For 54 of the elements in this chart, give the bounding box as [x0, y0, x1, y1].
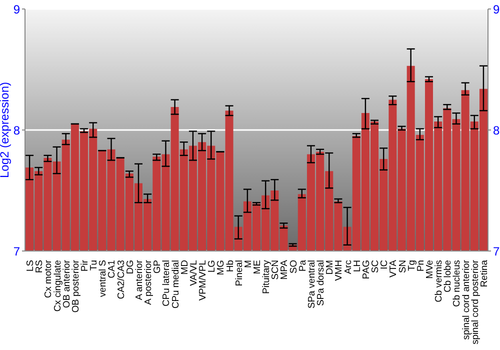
x-tick-label: SN: [396, 260, 408, 274]
x-tick-label: A anterior: [132, 260, 144, 300]
y2-tick-label: 8: [493, 123, 500, 138]
x-tick-label: spinal cord anterior: [460, 260, 471, 340]
x-tick-label: SPa ventral: [305, 260, 316, 308]
y2-tick-label: 7: [493, 244, 500, 258]
x-tick-label: IC: [378, 260, 390, 270]
x-tick-label: MVe: [423, 260, 434, 279]
x-tick-label: Cx cingulate: [51, 260, 62, 312]
x-tick-label: MG: [214, 260, 226, 276]
x-tick-label: LH: [350, 260, 362, 272]
x-tick-label: ME: [251, 260, 262, 274]
x-tick-label: VA/VL: [187, 260, 198, 286]
x-tick-label: SO: [287, 260, 298, 274]
y-tick-label: 8: [13, 123, 20, 138]
x-tick-label: OB posterior: [69, 260, 80, 313]
x-tick-label: SC: [369, 260, 380, 274]
x-tick-label: SPa dorsal: [314, 260, 326, 306]
x-tick-label: LS: [24, 260, 36, 272]
x-tick-label: VMH: [332, 260, 344, 281]
x-tick-label: Pa: [296, 259, 308, 272]
x-tick-label: RS: [33, 260, 44, 274]
y2-tick-label: 9: [493, 2, 500, 16]
x-tick-label: Cb lobe: [442, 260, 453, 292]
y-axis-title: Log2 (expression): [0, 82, 12, 178]
x-tick-label: MD: [178, 260, 190, 275]
x-tick-label: VTA: [387, 259, 398, 278]
x-tick-label: MPA: [278, 259, 290, 280]
x-tick-label: LG: [206, 260, 217, 273]
x-tick-label: Arc: [342, 260, 353, 274]
x-tick-label: Retina: [478, 259, 489, 288]
x-tick-label: CPu medial: [169, 260, 180, 308]
x-tick-label: Pineal: [232, 260, 244, 286]
x-tick-label: Pituitary: [260, 260, 272, 294]
x-tick-label: Tu: [88, 260, 99, 271]
x-tick-label: PAG: [360, 260, 371, 280]
x-tick-label: CA1: [106, 260, 117, 278]
x-tick-label: M: [242, 260, 253, 268]
x-tick-label: GP: [151, 260, 162, 274]
x-tick-label: Tg: [405, 260, 416, 271]
x-tick-label: Cb vermis: [432, 260, 444, 302]
x-tick-label: Cx motor: [42, 260, 54, 298]
x-tick-label: Pir: [78, 260, 90, 272]
x-tick-label: CPu lateral: [160, 260, 172, 306]
x-tick-label: DG: [124, 260, 135, 274]
x-tick-label: CA2/CA3: [114, 260, 126, 300]
x-tick-label: DM: [324, 260, 335, 275]
y-tick-label: 9: [13, 2, 20, 16]
x-tick-label: ventral S: [96, 260, 108, 297]
x-tick-label: Cb nucleus: [450, 260, 462, 307]
y-tick-label: 7: [13, 244, 20, 258]
x-tick-label: A posterior: [142, 260, 154, 305]
x-tick-label: VPM/VPL: [196, 260, 208, 301]
x-tick-label: Hb: [224, 260, 235, 272]
